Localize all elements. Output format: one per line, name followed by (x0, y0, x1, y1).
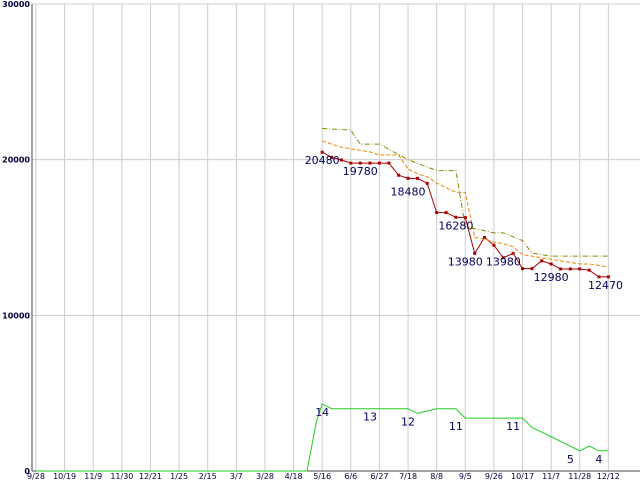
y-tick-label: 10000 (2, 311, 30, 320)
data-label: 11 (506, 420, 520, 433)
x-tick-label: 3/28 (256, 472, 274, 480)
series-point (425, 181, 429, 185)
y-tick-label: 30000 (2, 0, 30, 9)
series-point (540, 259, 544, 263)
x-tick-label: 11/9 (84, 472, 102, 480)
series-point (330, 155, 334, 159)
series-point (473, 251, 477, 255)
x-tick-label: 12/21 (139, 472, 162, 480)
series-point (606, 275, 610, 279)
series-point (349, 161, 353, 165)
series-point (597, 275, 601, 279)
x-tick-label: 12/12 (597, 472, 620, 480)
x-tick-label: 9/26 (485, 472, 503, 480)
data-label: 12 (401, 415, 415, 428)
series-point (463, 216, 467, 220)
x-tick-label: 10/19 (53, 472, 76, 480)
data-label: 14 (315, 406, 329, 419)
series-point (492, 243, 496, 247)
series-point (320, 150, 324, 154)
series-point (501, 256, 505, 260)
x-tick-label: 6/27 (370, 472, 388, 480)
series-line-2 (322, 140, 609, 268)
series-point (397, 173, 401, 177)
data-label: 12980 (534, 271, 569, 284)
x-tick-label: 3/7 (230, 472, 243, 480)
series-point (377, 161, 381, 165)
series-point (559, 267, 563, 271)
series-point (530, 267, 534, 271)
series-point (587, 268, 591, 272)
series-point (435, 211, 439, 215)
series-line-3 (322, 128, 609, 257)
x-tick-label: 4/18 (285, 472, 303, 480)
series-point (406, 176, 410, 180)
data-label: 20480 (305, 154, 340, 167)
x-tick-label: 11/7 (542, 472, 560, 480)
x-tick-label: 9/5 (459, 472, 472, 480)
series-point (521, 267, 525, 271)
series-point (387, 161, 391, 165)
series-point (358, 161, 362, 165)
series-point (368, 161, 372, 165)
series-point (568, 267, 572, 271)
data-label: 16280 (438, 220, 473, 233)
series-point (444, 211, 448, 215)
data-label: 12470 (588, 279, 623, 292)
y-tick-label: 0 (24, 467, 30, 476)
x-tick-label: 5/16 (313, 472, 331, 480)
data-label: 19780 (343, 165, 378, 178)
series-point (482, 236, 486, 239)
x-tick-label: 2/15 (199, 472, 217, 480)
x-tick-label: 11/30 (110, 472, 133, 480)
x-tick-label: 8/8 (430, 472, 443, 480)
data-label: 13980 (486, 255, 521, 268)
series-point (415, 176, 419, 180)
x-tick-label: 9/28 (27, 472, 45, 480)
data-label: 13 (363, 411, 377, 424)
x-tick-label: 10/17 (511, 472, 534, 480)
data-label: 13980 (448, 255, 483, 268)
series-point (549, 262, 553, 266)
series-point (578, 267, 582, 271)
series-point (511, 251, 515, 255)
y-tick-label: 20000 (2, 156, 30, 165)
series-point (454, 215, 458, 219)
data-label: 11 (449, 420, 463, 433)
data-label: 18480 (391, 185, 426, 198)
data-label: 5 (567, 453, 574, 466)
series-point (339, 158, 343, 162)
x-tick-label: 1/25 (170, 472, 188, 480)
x-tick-label: 11/28 (568, 472, 591, 480)
x-tick-label: 6/6 (344, 472, 357, 480)
x-tick-label: 7/18 (399, 472, 417, 480)
data-label: 4 (595, 453, 602, 466)
series-line-4 (36, 403, 609, 472)
